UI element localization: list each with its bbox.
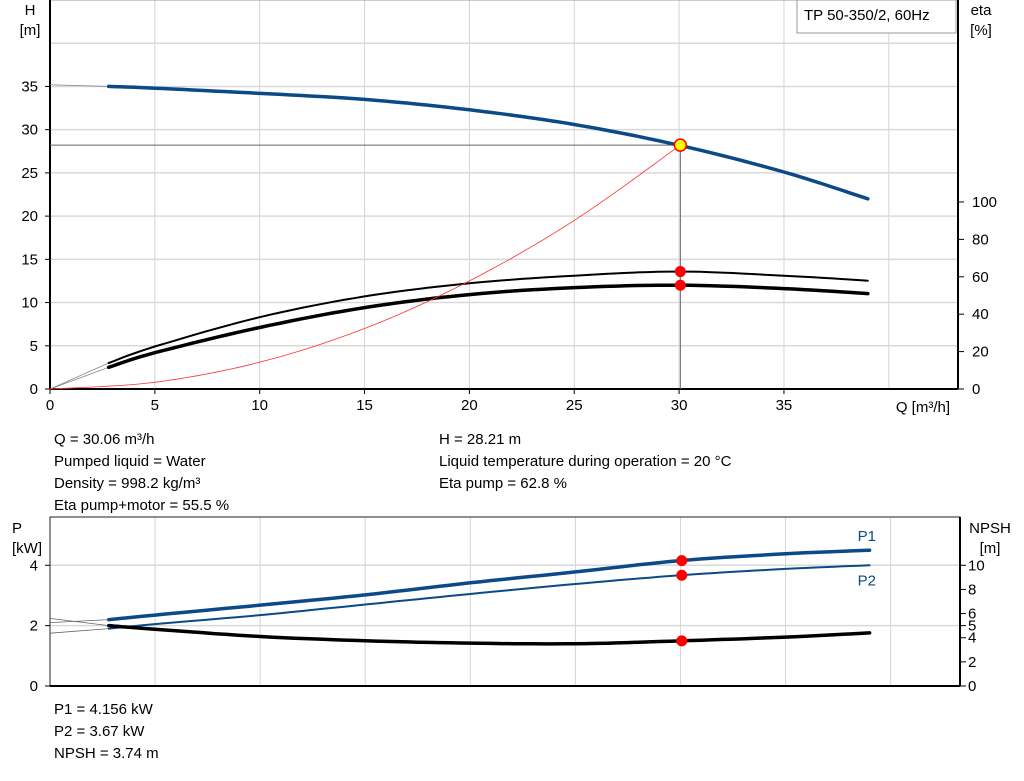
y-tick-label: 15 xyxy=(21,251,38,268)
plot-frame xyxy=(49,0,959,390)
y2-axis-label: eta [%] xyxy=(970,2,992,39)
info-bottom: P1 = 4.156 kW P2 = 3.67 kW NPSH = 3.74 m xyxy=(54,699,159,765)
y-axis-label: P [kW] xyxy=(12,520,42,557)
y2-tick-label: 10 xyxy=(968,557,985,574)
info-density: Density = 998.2 kg/m³ xyxy=(54,475,201,492)
duty-point-h xyxy=(673,138,688,152)
curve-P2 xyxy=(107,564,871,630)
y-tick-label: 5 xyxy=(30,338,38,355)
y2-tick-label: 6 xyxy=(968,606,976,623)
x-tick-label: 20 xyxy=(461,397,478,414)
x-tick-label: 15 xyxy=(356,397,373,414)
curve-eta_total xyxy=(106,283,870,370)
curve-P1 xyxy=(107,548,872,622)
y-tick-label: 10 xyxy=(21,295,38,312)
x-tick-label: 25 xyxy=(566,397,583,414)
extrapolation-P1 xyxy=(49,619,109,624)
x-tick-label: 5 xyxy=(151,397,159,414)
extrapolation-NPSH xyxy=(49,618,109,627)
duty-point-eta-pump xyxy=(674,266,686,278)
y-tick-label: 20 xyxy=(21,208,38,225)
info-npsh: NPSH = 3.74 m xyxy=(54,745,159,762)
y-tick-label: 0 xyxy=(30,678,38,695)
curve-eta_pump xyxy=(107,270,869,364)
y2-tick-label: 0 xyxy=(972,381,980,398)
y2-tick-label: 2 xyxy=(968,654,976,671)
y2-axis-label: NPSH [m] xyxy=(969,520,1011,557)
series-label-P2: P2 xyxy=(858,572,876,589)
curve-NPSH xyxy=(107,623,872,646)
y-axis-label: H [m] xyxy=(20,2,41,39)
plot-frame xyxy=(49,516,961,687)
info-p1: P1 = 4.156 kW xyxy=(54,701,153,718)
x-tick-label: 0 xyxy=(46,397,54,414)
x-tick-label: 10 xyxy=(251,397,268,414)
info-eta-pump: Eta pump = 62.8 % xyxy=(439,475,567,492)
info-h: H = 28.21 m xyxy=(439,431,522,448)
curve-H xyxy=(106,84,870,201)
y-tick-label: 2 xyxy=(30,618,38,635)
y2-tick-label: 40 xyxy=(972,306,989,323)
info-q: Q = 30.06 m³/h xyxy=(54,431,155,448)
duty-point-p2 xyxy=(676,569,688,581)
x-axis-label: Q [m³/h] xyxy=(896,399,950,416)
info-eta-total: Eta pump+motor = 55.5 % xyxy=(54,497,230,514)
info-liquid: Pumped liquid = Water xyxy=(54,453,206,470)
title-box xyxy=(796,0,957,34)
info-right: H = 28.21 m Liquid temperature during op… xyxy=(439,429,731,495)
y2-tick-label: 100 xyxy=(972,194,997,211)
y-tick-label: 4 xyxy=(30,557,38,574)
info-left: Q = 30.06 m³/h Pumped liquid = Water Den… xyxy=(54,429,229,517)
series-label-P1: P1 xyxy=(858,528,876,545)
y2-tick-label: 4 xyxy=(968,630,976,647)
chart-title: TP 50-350/2, 60Hz xyxy=(804,7,930,24)
extrapolation-P2 xyxy=(49,628,109,634)
y2-tick-label: 8 xyxy=(968,581,976,598)
curve-system_curve xyxy=(49,144,681,390)
duty-point-p1 xyxy=(676,555,688,567)
y2-tick-label: 80 xyxy=(972,231,989,248)
y2-tick-label: 0 xyxy=(968,678,976,695)
y2-tick-label: 60 xyxy=(972,269,989,286)
y-tick-label: 25 xyxy=(21,165,38,182)
duty-point-eta-total xyxy=(674,279,686,291)
y-tick-label: 30 xyxy=(21,122,38,139)
duty-point-npsh xyxy=(676,635,688,647)
extrapolation-eta_total xyxy=(49,366,109,390)
extrapolation-eta_pump xyxy=(49,362,109,390)
extrapolation-H xyxy=(49,84,109,87)
y2-tick-label: 20 xyxy=(972,344,989,361)
y-tick-label: 35 xyxy=(21,78,38,95)
y-tick-label: 0 xyxy=(30,381,38,398)
x-tick-label: 30 xyxy=(671,397,688,414)
y2-tick-label: 5 xyxy=(968,618,976,635)
x-tick-label: 35 xyxy=(776,397,793,414)
info-temp: Liquid temperature during operation = 20… xyxy=(439,453,732,470)
info-p2: P2 = 3.67 kW xyxy=(54,723,145,740)
